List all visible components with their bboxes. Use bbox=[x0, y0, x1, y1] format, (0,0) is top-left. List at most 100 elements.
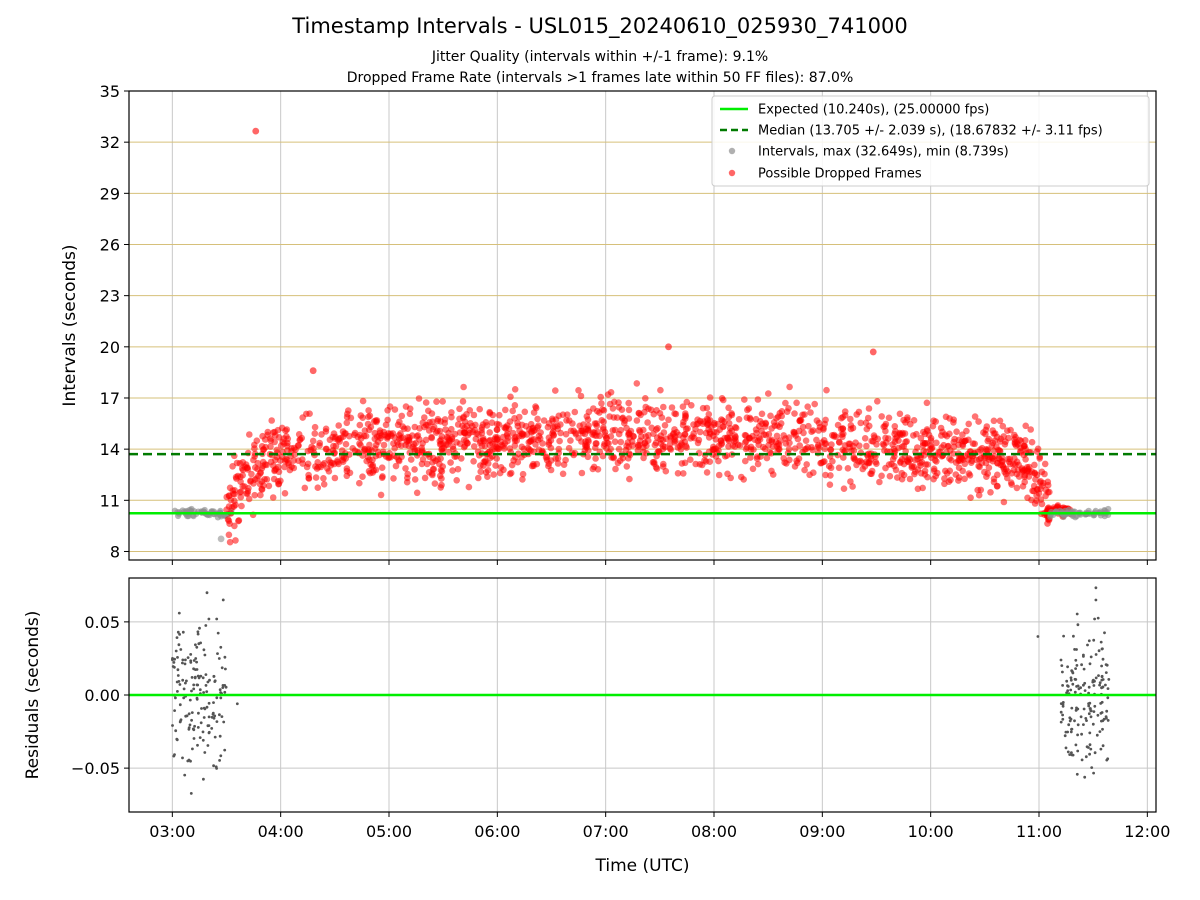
dropped-frame-point bbox=[421, 414, 428, 421]
residual-point bbox=[224, 685, 228, 689]
dropped-frame-point bbox=[575, 387, 582, 394]
dropped-frame-point bbox=[882, 464, 889, 472]
dropped-frame-point bbox=[813, 436, 820, 444]
residual-point bbox=[197, 676, 201, 680]
dropped-frame-point bbox=[866, 422, 873, 430]
dropped-frame-point bbox=[768, 438, 776, 445]
dropped-frame-point bbox=[357, 412, 365, 419]
dropped-frame-point bbox=[253, 437, 261, 445]
dropped-frame-point bbox=[607, 433, 615, 440]
dropped-frame-point bbox=[578, 438, 585, 445]
residual-point bbox=[174, 649, 178, 653]
dropped-frame-point bbox=[369, 456, 376, 464]
dropped-frame-point bbox=[976, 463, 983, 471]
dropped-frame-point bbox=[281, 490, 289, 497]
dropped-frame-point bbox=[258, 443, 266, 450]
dropped-frame-point bbox=[593, 420, 600, 427]
dropped-frame-point bbox=[625, 406, 633, 414]
dropped-frame-point bbox=[662, 467, 670, 475]
dropped-frame-point bbox=[967, 494, 974, 502]
dropped-frame-point bbox=[680, 470, 687, 477]
chart-title: Timestamp Intervals - USL015_20240610_02… bbox=[292, 14, 908, 38]
residual-point bbox=[187, 758, 191, 762]
dropped-frame-point bbox=[557, 421, 564, 428]
residual-point bbox=[181, 661, 184, 665]
dropped-frame-point bbox=[239, 483, 246, 490]
residual-point bbox=[181, 630, 185, 634]
dropped-frame-point bbox=[1000, 498, 1008, 506]
dropped-frame-point bbox=[921, 440, 929, 447]
residual-point bbox=[1104, 683, 1107, 687]
residual-point bbox=[1087, 712, 1091, 716]
dropped-frame-point bbox=[259, 432, 266, 440]
residual-point bbox=[193, 724, 197, 728]
dropped-frame-point bbox=[490, 471, 498, 478]
dropped-frame-point bbox=[226, 538, 234, 546]
residual-point bbox=[202, 706, 206, 710]
residual-point bbox=[1096, 713, 1100, 717]
residual-point bbox=[1080, 732, 1083, 736]
dropped-frame-point bbox=[765, 390, 772, 397]
residual-point bbox=[1101, 657, 1105, 661]
dropped-frame-point bbox=[552, 455, 559, 462]
dropped-frame-point bbox=[744, 406, 751, 414]
dropped-frame-point bbox=[797, 417, 805, 424]
residual-point bbox=[1061, 684, 1064, 687]
residual-point bbox=[219, 696, 223, 700]
dropped-frame-point bbox=[449, 443, 457, 450]
dropped-frame-point bbox=[853, 411, 860, 418]
dropped-frame-point bbox=[310, 445, 317, 452]
dropped-frame-point bbox=[538, 447, 546, 455]
legend-entry-label: Possible Dropped Frames bbox=[758, 167, 922, 182]
residual-point bbox=[218, 734, 222, 738]
dropped-frame-point bbox=[917, 462, 924, 469]
residual-point bbox=[202, 777, 205, 781]
dropped-frame-point bbox=[640, 454, 647, 462]
dropped-frame-point bbox=[754, 396, 762, 403]
dropped-frame-point bbox=[496, 411, 503, 419]
residual-point bbox=[174, 729, 178, 733]
residual-point bbox=[1099, 747, 1103, 751]
dropped-frame-point bbox=[356, 479, 363, 487]
residual-point bbox=[1100, 664, 1103, 668]
residual-point bbox=[188, 698, 192, 702]
dropped-frame-point bbox=[984, 437, 991, 445]
dropped-frame-point bbox=[391, 434, 399, 441]
residual-point bbox=[196, 726, 200, 729]
dropped-frame-point bbox=[320, 481, 328, 488]
dropped-frame-point bbox=[283, 433, 290, 440]
residual-point bbox=[190, 711, 194, 714]
dropped-frame-point bbox=[711, 445, 718, 453]
dropped-frame-point bbox=[684, 425, 691, 432]
residual-point bbox=[223, 655, 227, 659]
dropped-frame-point bbox=[989, 427, 996, 434]
dropped-frame-point bbox=[231, 490, 238, 498]
residual-point bbox=[1082, 683, 1085, 687]
residual-point bbox=[171, 657, 174, 660]
dropped-frame-point bbox=[799, 411, 806, 419]
residual-point bbox=[192, 687, 196, 691]
dropped-frame-point bbox=[822, 416, 829, 424]
dropped-frame-point bbox=[910, 417, 918, 424]
dropped-frame-point bbox=[438, 446, 445, 453]
residual-point bbox=[1098, 730, 1102, 733]
dropped-frame-point bbox=[282, 427, 289, 435]
dropped-frame-point bbox=[471, 426, 479, 434]
dropped-frame-point bbox=[838, 414, 845, 422]
dropped-frame-point bbox=[876, 478, 883, 486]
intervals-ytick-label: 8 bbox=[110, 542, 120, 561]
dropped-frame-point bbox=[987, 489, 994, 496]
dropped-frame-point bbox=[922, 461, 929, 468]
dropped-frame-point bbox=[486, 429, 494, 436]
residual-point bbox=[1059, 710, 1063, 714]
residual-point bbox=[205, 705, 209, 709]
dropped-frame-point bbox=[718, 439, 726, 447]
residual-point bbox=[1061, 717, 1065, 721]
time-xtick-label: 07:00 bbox=[583, 822, 629, 841]
dropped-frame-point bbox=[896, 410, 904, 418]
dropped-frame-point bbox=[930, 465, 938, 473]
dropped-frame-point bbox=[750, 446, 757, 453]
residual-point bbox=[219, 691, 223, 694]
dropped-frame-point bbox=[857, 419, 864, 427]
